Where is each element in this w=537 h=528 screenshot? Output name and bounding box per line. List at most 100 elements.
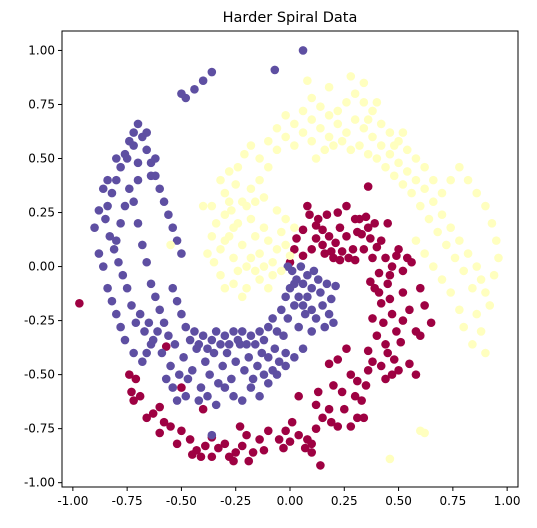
data-point-class-0-79	[347, 370, 356, 379]
data-point-class-1-22	[284, 314, 293, 323]
data-point-class-1-86	[190, 85, 199, 94]
data-point-class-0-48	[357, 230, 366, 239]
data-point-class-0-81	[329, 381, 338, 390]
data-point-class-2-22	[234, 163, 243, 172]
data-point-class-2-16	[216, 245, 225, 254]
data-point-class-1-109	[195, 340, 204, 349]
data-point-class-2-18	[231, 180, 240, 189]
data-point-class-2-91	[208, 232, 217, 241]
data-point-class-0-121	[229, 457, 238, 466]
data-point-class-2-30	[299, 128, 308, 137]
data-point-class-0-131	[340, 405, 349, 414]
data-point-class-1-44	[197, 383, 206, 392]
data-point-class-1-88	[208, 68, 217, 77]
data-point-class-1-135	[307, 305, 316, 314]
data-point-class-0-124	[279, 444, 288, 453]
data-point-class-0-93	[255, 435, 264, 444]
data-point-class-2-32	[316, 124, 325, 133]
y-axis: -1.00-0.75-0.50-0.250.000.250.500.751.00	[24, 43, 62, 489]
data-point-class-2-38	[368, 133, 377, 142]
data-point-class-1-149	[103, 176, 112, 185]
data-point-class-2-103	[260, 262, 269, 271]
data-point-class-1-42	[205, 370, 214, 379]
data-point-class-1-146	[147, 172, 156, 181]
y-tick-label: -0.75	[24, 422, 55, 436]
y-tick-label: 0.00	[28, 260, 55, 274]
data-point-class-0-96	[238, 442, 247, 451]
data-point-class-2-37	[360, 124, 369, 133]
data-point-class-0-42	[314, 215, 323, 224]
data-point-class-0-138	[427, 318, 436, 327]
data-point-class-1-176	[299, 344, 308, 353]
data-point-class-0-85	[312, 424, 321, 433]
data-point-class-0-127	[307, 448, 316, 457]
data-point-class-1-76	[142, 146, 151, 155]
data-point-class-0-119	[188, 450, 197, 459]
data-point-class-1-21	[290, 301, 299, 310]
data-point-class-1-151	[99, 262, 108, 271]
data-point-class-1-49	[175, 370, 184, 379]
data-point-class-1-18	[307, 327, 316, 336]
data-point-class-1-13	[327, 295, 336, 304]
data-point-class-1-57	[140, 327, 149, 336]
data-point-class-2-135	[446, 288, 455, 297]
data-point-class-2-108	[225, 197, 234, 206]
data-point-class-2-63	[438, 189, 447, 198]
data-point-class-0-75	[362, 381, 371, 390]
data-point-class-2-72	[360, 98, 369, 107]
data-point-class-1-168	[229, 392, 238, 401]
data-point-class-0-142	[412, 370, 421, 379]
data-point-class-2-78	[307, 115, 316, 124]
data-point-class-0-26	[368, 254, 377, 263]
data-point-class-2-144	[360, 79, 369, 88]
data-point-class-1-61	[123, 284, 132, 293]
data-point-class-1-67	[103, 202, 112, 211]
data-point-class-1-131	[290, 280, 299, 289]
data-point-class-1-80	[160, 197, 169, 206]
data-point-class-1-24	[281, 349, 290, 358]
data-point-class-2-126	[442, 241, 451, 250]
data-point-class-0-126	[303, 435, 312, 444]
data-point-class-1-53	[158, 349, 167, 358]
data-point-class-1-123	[255, 327, 264, 336]
data-point-class-1-82	[168, 223, 177, 232]
data-point-class-2-36	[351, 115, 360, 124]
data-point-class-1-145	[142, 128, 151, 137]
data-point-class-2-97	[255, 275, 264, 284]
data-point-class-1-92	[123, 154, 132, 163]
data-point-class-2-145	[347, 72, 356, 81]
data-point-class-2-40	[386, 150, 395, 159]
data-point-class-2-146	[325, 83, 334, 92]
data-point-class-0-134	[360, 414, 369, 423]
data-point-class-0-71	[377, 362, 386, 371]
data-point-class-0-112	[142, 414, 151, 423]
data-point-class-1-31	[253, 362, 262, 371]
data-point-class-1-93	[134, 176, 143, 185]
data-point-class-1-110	[199, 331, 208, 340]
data-point-class-1-139	[112, 236, 121, 245]
data-point-class-1-155	[116, 323, 125, 332]
data-point-class-1-29	[260, 370, 269, 379]
data-point-class-2-0	[286, 251, 295, 260]
data-point-class-0-29	[375, 269, 384, 278]
data-point-class-0-145	[236, 422, 245, 431]
data-point-class-1-160	[147, 340, 156, 349]
data-point-class-0-143	[75, 299, 84, 308]
data-point-class-2-139	[412, 236, 421, 245]
data-point-class-2-24	[247, 141, 256, 150]
data-point-class-2-132	[468, 340, 477, 349]
data-point-class-1-152	[103, 284, 112, 293]
data-point-class-1-12	[325, 310, 334, 319]
data-point-class-0-102	[201, 442, 210, 451]
data-point-class-1-140	[116, 219, 125, 228]
data-point-class-0-109	[160, 418, 169, 427]
data-point-class-2-2	[277, 228, 286, 237]
data-point-class-0-6	[318, 226, 327, 235]
data-point-class-0-36	[394, 245, 403, 254]
data-point-class-1-136	[95, 206, 104, 215]
data-point-class-2-101	[247, 254, 256, 263]
data-point-class-2-80	[290, 120, 299, 129]
data-point-class-1-124	[260, 336, 269, 345]
data-point-class-2-88	[281, 215, 290, 224]
